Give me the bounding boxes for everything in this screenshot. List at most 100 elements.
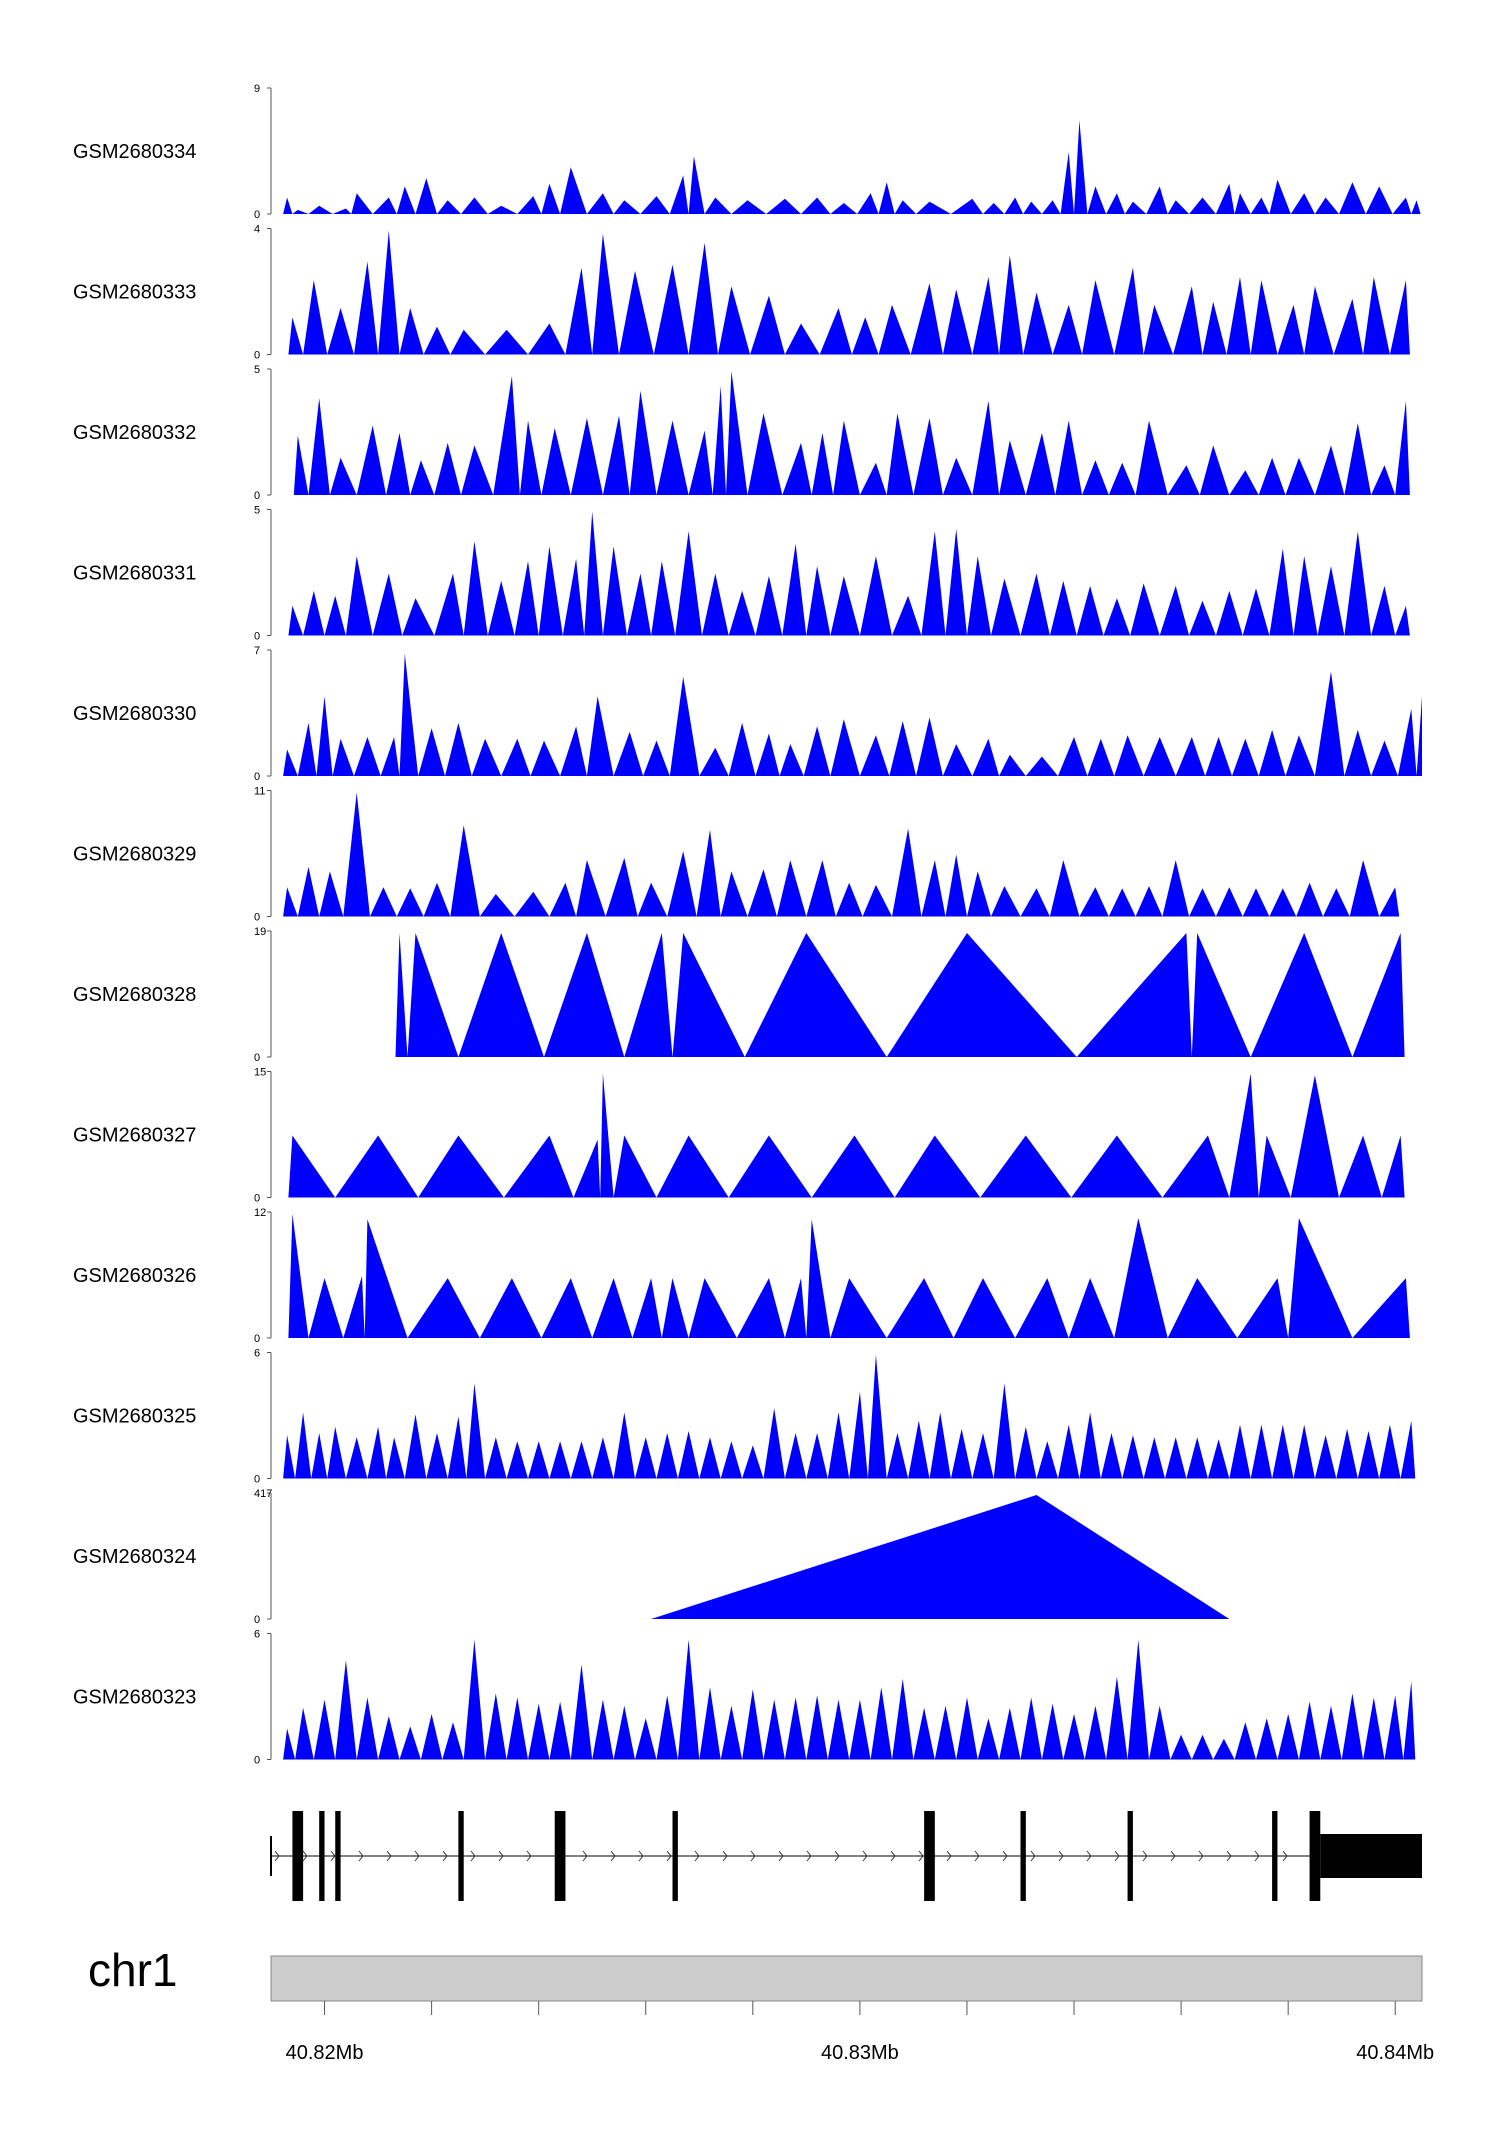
gene-exon — [1309, 1811, 1321, 1901]
gene-exon — [1127, 1811, 1133, 1901]
strand-chevron — [1030, 1850, 1036, 1862]
strand-chevron — [414, 1850, 420, 1862]
gene-model-track — [270, 1811, 1422, 1901]
y-min-label: 0 — [254, 1193, 260, 1205]
y-min-label: 0 — [254, 490, 260, 502]
coverage-area — [288, 230, 1410, 355]
x-axis-label: 40.82Mb — [286, 2042, 364, 2064]
track-GSM2680333: GSM2680333 4 0 — [73, 224, 1410, 362]
y-min-label: 0 — [254, 1474, 260, 1486]
y-max-label: 9 — [254, 83, 260, 95]
genomic-axis: 40.82Mb 40.83Mb 40.84Mb — [286, 2001, 1434, 2064]
strand-chevron — [1254, 1850, 1260, 1862]
chromosome-label: chr1 — [88, 1944, 177, 1996]
track-label: GSM2680328 — [73, 984, 196, 1006]
strand-chevron — [1058, 1850, 1064, 1862]
coverage-area — [283, 653, 1423, 776]
coverage-area — [283, 120, 1421, 214]
track-label: GSM2680325 — [73, 1406, 196, 1428]
track-label: GSM2680331 — [73, 563, 196, 585]
coverage-area — [283, 1639, 1416, 1760]
strand-chevron — [946, 1850, 952, 1862]
strand-chevron — [890, 1850, 896, 1862]
strand-chevron — [1002, 1850, 1008, 1862]
gene-exon — [335, 1811, 341, 1901]
strand-chevron — [330, 1850, 336, 1862]
coverage-area — [288, 1214, 1410, 1338]
track-label: GSM2680326 — [73, 1265, 196, 1287]
ideogram-bar — [270, 1955, 1423, 2002]
y-max-label: 11 — [254, 786, 265, 798]
y-min-label: 0 — [254, 1614, 260, 1626]
y-min-label: 0 — [254, 1052, 260, 1064]
coverage-area — [651, 1495, 1230, 1619]
strand-chevron — [498, 1850, 504, 1862]
track-GSM2680328: GSM2680328 19 0 — [73, 926, 1405, 1064]
y-max-label: 7 — [254, 645, 260, 657]
strand-chevron — [386, 1850, 392, 1862]
y-min-label: 0 — [254, 350, 260, 362]
strand-chevron — [1114, 1850, 1120, 1862]
strand-chevron — [442, 1850, 448, 1862]
gene-exon — [1272, 1811, 1278, 1901]
strand-chevron — [274, 1850, 280, 1862]
track-GSM2680329: GSM2680329 11 0 — [73, 786, 1400, 924]
strand-chevron — [638, 1850, 644, 1862]
track-label: GSM2680329 — [73, 844, 196, 866]
gene-exon — [319, 1811, 325, 1901]
y-min-label: 0 — [254, 912, 260, 924]
track-label: GSM2680333 — [73, 282, 196, 304]
y-max-label: 12 — [254, 1207, 266, 1219]
track-label: GSM2680334 — [73, 141, 196, 163]
strand-chevron — [582, 1850, 588, 1862]
coverage-area — [288, 1073, 1405, 1198]
coverage-area — [283, 1354, 1416, 1479]
track-GSM2680325: GSM2680325 6 0 — [73, 1348, 1416, 1486]
strand-chevron — [834, 1850, 840, 1862]
strand-chevron — [666, 1850, 672, 1862]
gene-exon — [554, 1811, 566, 1901]
coverage-area — [293, 371, 1410, 495]
gene-exon — [1020, 1811, 1026, 1901]
strand-chevron — [610, 1850, 616, 1862]
strand-chevron — [750, 1850, 756, 1862]
y-max-label: 15 — [254, 1067, 266, 1079]
gene-exon — [458, 1811, 464, 1901]
y-max-label: 4 — [254, 224, 260, 236]
chromosome-ideogram: chr1 — [88, 1944, 1423, 2002]
strand-chevron — [974, 1850, 980, 1862]
y-min-label: 0 — [254, 771, 260, 783]
track-GSM2680323: GSM2680323 6 0 — [73, 1629, 1416, 1767]
gene-exon — [924, 1811, 935, 1901]
strand-chevron — [1142, 1850, 1148, 1862]
gene-utr-block — [1320, 1834, 1422, 1878]
track-GSM2680324: GSM2680324 417 0 — [73, 1488, 1230, 1626]
track-GSM2680331: GSM2680331 5 0 — [73, 505, 1410, 643]
strand-chevron — [526, 1850, 532, 1862]
track-label: GSM2680330 — [73, 703, 196, 725]
strand-chevron — [806, 1850, 812, 1862]
track-GSM2680334: GSM2680334 9 0 — [73, 83, 1421, 221]
y-min-label: 0 — [254, 631, 260, 643]
y-max-label: 417 — [254, 1488, 272, 1500]
strand-chevron — [778, 1850, 784, 1862]
strand-chevron — [694, 1850, 700, 1862]
track-GSM2680332: GSM2680332 5 0 — [73, 364, 1410, 502]
strand-chevron — [862, 1850, 868, 1862]
track-label: GSM2680327 — [73, 1125, 196, 1147]
strand-chevron — [722, 1850, 728, 1862]
strand-chevron — [918, 1850, 924, 1862]
strand-chevron — [302, 1850, 308, 1862]
strand-chevron — [1086, 1850, 1092, 1862]
y-min-label: 0 — [254, 1333, 260, 1345]
strand-chevron — [358, 1850, 364, 1862]
y-max-label: 6 — [254, 1629, 260, 1641]
x-axis-label: 40.83Mb — [821, 2042, 899, 2064]
y-max-label: 6 — [254, 1348, 260, 1360]
y-min-label: 0 — [254, 209, 260, 221]
strand-chevron — [1170, 1850, 1176, 1862]
coverage-area — [288, 511, 1410, 636]
y-max-label: 5 — [254, 505, 260, 517]
y-max-label: 5 — [254, 364, 260, 376]
